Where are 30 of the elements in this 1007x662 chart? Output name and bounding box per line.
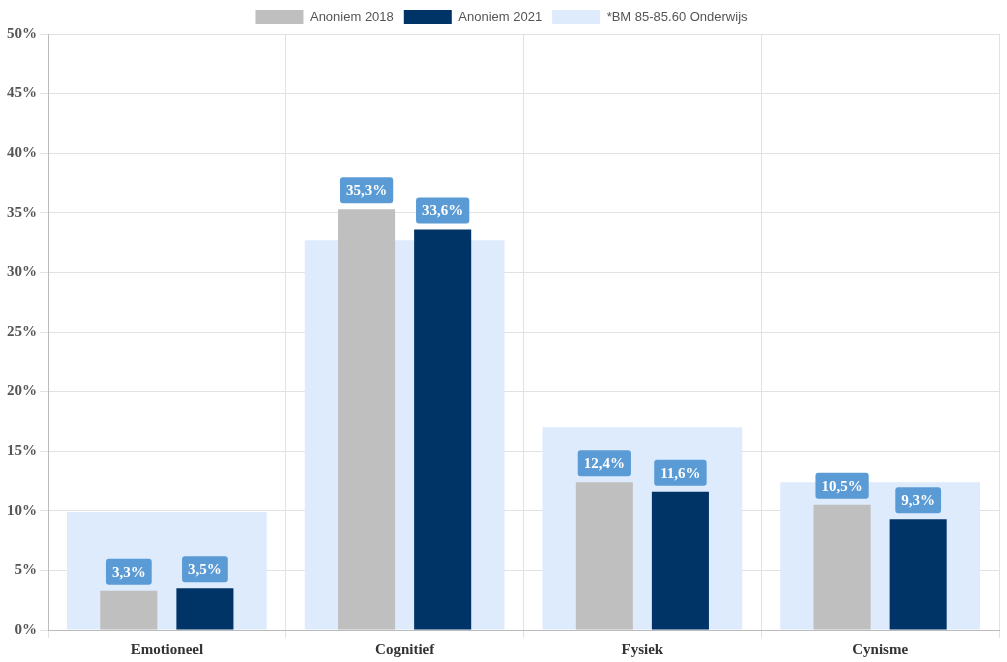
data-label: 9,3% xyxy=(901,492,936,509)
bar xyxy=(651,491,709,630)
y-tick-label: 10% xyxy=(7,501,37,518)
data-label: 12,4% xyxy=(583,455,625,472)
x-tick-label: Fysiek xyxy=(621,640,664,657)
y-tick-label: 5% xyxy=(14,561,37,578)
y-tick-label: 40% xyxy=(7,144,37,161)
y-tick-label: 25% xyxy=(7,322,37,339)
y-tick-label: 45% xyxy=(7,84,37,101)
data-label: 35,3% xyxy=(345,182,388,199)
x-tick-label: Cynisme xyxy=(852,640,909,657)
bar xyxy=(176,588,234,630)
bar xyxy=(889,519,947,630)
y-tick-label: 0% xyxy=(14,620,37,637)
data-label: 3,5% xyxy=(188,561,222,578)
data-label: 3,3% xyxy=(111,563,146,580)
y-tick-label: 15% xyxy=(7,442,37,459)
bar xyxy=(414,229,472,630)
x-tick-label: Emotioneel xyxy=(130,640,204,657)
y-tick-label: 35% xyxy=(7,203,37,220)
data-label: 11,6% xyxy=(660,464,701,481)
legend-label: Anoniem 2021 xyxy=(458,8,543,24)
legend-label: Anoniem 2018 xyxy=(309,8,394,24)
y-tick-label: 30% xyxy=(7,263,37,280)
data-label: 10,5% xyxy=(821,477,863,494)
y-tick-label: 50% xyxy=(7,24,37,41)
data-label: 33,6% xyxy=(422,202,464,219)
legend-label: *BM 85-85.60 Onderwijs xyxy=(606,8,749,24)
x-tick-label: Cognitief xyxy=(375,640,436,657)
y-tick-label: 20% xyxy=(7,382,37,399)
